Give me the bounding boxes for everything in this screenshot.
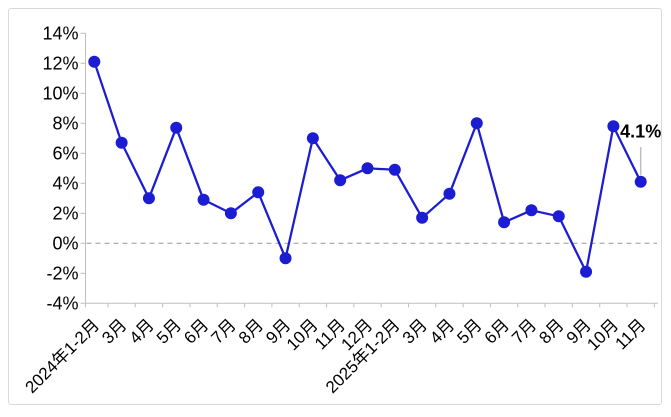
- data-label-annotation: 4.1%: [620, 122, 661, 142]
- data-point: [552, 210, 565, 223]
- data-point: [443, 187, 456, 200]
- data-point: [361, 162, 374, 175]
- x-axis-label: 8月: [235, 315, 267, 347]
- data-point: [525, 204, 538, 217]
- data-point: [252, 186, 265, 199]
- y-axis-label: 10%: [42, 83, 78, 103]
- x-axis-label: 2024年1-2月: [22, 315, 104, 397]
- x-axis-label: 4月: [126, 315, 158, 347]
- x-axis-label: 6月: [481, 315, 513, 347]
- data-point: [388, 163, 401, 176]
- y-axis-label: -2%: [46, 263, 78, 283]
- x-axis-label: 5月: [153, 315, 185, 347]
- x-axis-label: 3月: [98, 315, 130, 347]
- data-point: [170, 121, 183, 134]
- x-axis-label: 5月: [453, 315, 485, 347]
- data-point: [197, 193, 210, 206]
- data-point: [470, 117, 483, 130]
- x-axis-label: 7月: [208, 315, 240, 347]
- data-point: [416, 211, 429, 224]
- y-axis-label: 0%: [52, 233, 78, 253]
- data-point: [142, 192, 155, 205]
- data-point: [306, 132, 319, 145]
- y-axis-label: 6%: [52, 143, 78, 163]
- x-axis-label: 6月: [180, 315, 212, 347]
- data-point: [115, 136, 128, 149]
- x-axis-label: 7月: [508, 315, 540, 347]
- data-point: [334, 174, 347, 187]
- x-axis-label: 3月: [399, 315, 431, 347]
- data-point: [607, 120, 620, 133]
- data-point: [279, 252, 292, 265]
- y-axis-label: 14%: [42, 23, 78, 43]
- data-point: [634, 175, 647, 188]
- y-axis-label: 2%: [52, 203, 78, 223]
- x-axis-label: 4月: [426, 315, 458, 347]
- x-axis-label: 8月: [535, 315, 567, 347]
- y-axis-label: 4%: [52, 173, 78, 193]
- y-axis-label: 12%: [42, 53, 78, 73]
- data-point: [224, 207, 237, 220]
- data-point: [88, 55, 101, 68]
- data-point: [498, 216, 511, 229]
- y-axis-label: -4%: [46, 293, 78, 313]
- data-point: [580, 265, 593, 278]
- x-axis-label: 11月: [612, 315, 650, 353]
- chart-border: [8, 8, 662, 405]
- y-axis-label: 8%: [52, 113, 78, 133]
